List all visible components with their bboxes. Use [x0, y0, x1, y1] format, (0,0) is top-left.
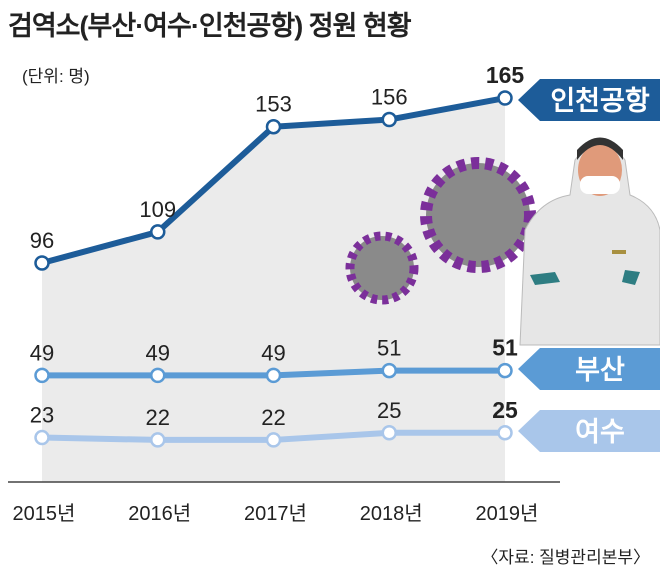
series-tag-여수 — [518, 410, 660, 452]
unit-label: (단위: 명) — [22, 67, 90, 86]
data-label: 25 — [377, 398, 401, 423]
data-point — [381, 362, 397, 379]
data-point — [150, 224, 166, 240]
data-point — [265, 367, 282, 384]
data-label: 165 — [486, 62, 525, 88]
data-label: 153 — [255, 92, 292, 117]
data-point — [381, 425, 397, 441]
data-point — [497, 425, 513, 441]
data-label: 51 — [377, 336, 401, 361]
worker-illustration — [519, 137, 660, 346]
x-tick-label: 2019년 — [476, 502, 539, 525]
data-point — [265, 432, 282, 448]
series-name-label: 여수 — [575, 417, 625, 448]
data-label: 25 — [492, 397, 518, 423]
data-label: 22 — [261, 405, 285, 430]
data-label: 109 — [139, 197, 176, 222]
data-label: 49 — [261, 340, 285, 365]
series-tag-인천공항 — [518, 79, 660, 121]
data-label: 49 — [30, 340, 54, 365]
area-fill — [42, 98, 505, 483]
series-name-label: 부산 — [575, 355, 625, 386]
data-label: 23 — [30, 403, 54, 428]
data-label: 96 — [30, 228, 54, 253]
series-name-label: 인천공항 — [550, 86, 650, 117]
virus-illustration-large — [420, 157, 536, 273]
data-point — [34, 367, 50, 384]
series-tag-부산 — [518, 348, 660, 390]
data-point — [497, 90, 513, 106]
x-tick-label: 2015년 — [13, 502, 76, 525]
data-label: 49 — [146, 340, 170, 365]
x-tick-label: 2018년 — [360, 502, 423, 525]
data-point — [34, 255, 50, 271]
x-tick-label: 2017년 — [244, 502, 307, 525]
data-label: 156 — [371, 85, 408, 110]
virus-illustration-small — [345, 231, 419, 305]
data-point — [34, 429, 50, 446]
x-tick-label: 2016년 — [128, 502, 191, 525]
chart-title: 검역소(부산·여수·인천공항) 정원 현황 — [8, 11, 412, 41]
data-point — [265, 118, 282, 135]
data-point — [497, 362, 513, 379]
data-label: 22 — [146, 405, 170, 430]
data-point — [150, 367, 166, 384]
virus-and-worker-illustration — [345, 137, 660, 346]
data-label: 51 — [492, 335, 518, 361]
data-point — [150, 432, 166, 448]
data-point — [381, 111, 397, 128]
source-note: 〈자료: 질병관리본부〉 — [481, 548, 650, 567]
